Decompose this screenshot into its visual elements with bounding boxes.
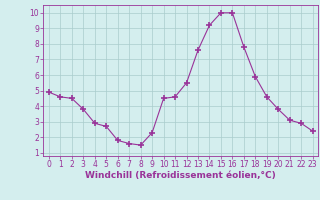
X-axis label: Windchill (Refroidissement éolien,°C): Windchill (Refroidissement éolien,°C) [85, 171, 276, 180]
